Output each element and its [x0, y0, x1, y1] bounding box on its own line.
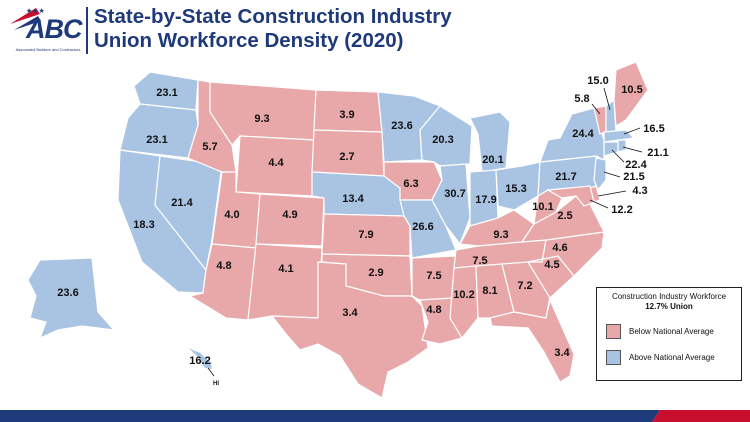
legend-swatch-above: [606, 350, 621, 365]
legend-title: Construction Industry Workforce: [611, 292, 727, 301]
value-label-mi: 20.1: [482, 154, 503, 166]
leader-line-vt: [591, 103, 601, 115]
leader-line-ct: [611, 149, 625, 163]
value-label-ct: 22.4: [625, 159, 647, 171]
leader-line-ri: [622, 146, 643, 153]
abc-logo-graphic: ★★★: [10, 7, 45, 30]
state-ri[interactable]: [617, 139, 627, 153]
title-line-1: State-by-State Construction Industry: [94, 5, 452, 28]
value-label-nc: 4.6: [552, 242, 567, 254]
state-ms[interactable]: [449, 265, 479, 340]
footer-red-band: [652, 410, 750, 422]
state-nj[interactable]: [593, 157, 607, 192]
state-tx[interactable]: [270, 261, 429, 399]
value-label-de: 4.3: [632, 185, 647, 197]
value-label-ca: 18.3: [133, 219, 154, 231]
value-label-va: 2.5: [557, 210, 572, 222]
value-label-hi: 16.2: [189, 355, 210, 367]
value-label-az: 4.8: [216, 260, 231, 272]
value-label-wa: 23.1: [156, 87, 177, 99]
title-divider: [86, 7, 88, 54]
state-fl[interactable]: [489, 298, 575, 383]
leader-lines: [207, 87, 643, 377]
logo-text: ABC: [26, 14, 82, 44]
logo-stripe-red: [10, 8, 40, 24]
legend-label-below: Below National Average: [629, 327, 714, 336]
value-label-md: 12.2: [611, 204, 632, 216]
value-label-nm: 4.1: [278, 263, 293, 275]
state-or[interactable]: [119, 103, 199, 159]
legend-row-below: Below National Average: [606, 324, 714, 339]
value-label-nd: 3.9: [339, 109, 354, 121]
value-label-me: 10.5: [621, 84, 642, 96]
logo-stars: ★★★: [26, 7, 45, 15]
hi-state-label: HI: [213, 381, 219, 387]
page-title: State-by-State Construction Industry Uni…: [94, 5, 452, 53]
footer-navy-band: [0, 410, 660, 422]
value-label-or: 23.1: [146, 134, 167, 146]
value-label-il: 30.7: [444, 188, 465, 200]
leader-line-nj: [603, 171, 621, 178]
value-label-sc: 4.5: [544, 259, 559, 271]
leader-line-md: [589, 199, 609, 209]
value-label-sd: 2.7: [339, 151, 354, 163]
value-label-pa: 21.7: [555, 171, 576, 183]
footer-bar: [0, 410, 750, 422]
value-label-mo: 26.6: [412, 221, 433, 233]
value-label-wy: 4.4: [268, 157, 284, 169]
value-label-wi: 20.3: [432, 134, 453, 146]
value-label-ma: 16.5: [643, 123, 664, 135]
state-hi[interactable]: [185, 345, 213, 371]
leader-line-ma: [623, 127, 641, 135]
value-label-id: 5.7: [202, 141, 217, 153]
leader-line-nh: [603, 87, 611, 111]
logo-subtitle: Associated Builders and Contractors: [15, 47, 81, 52]
logo-stripe-blue: [14, 16, 41, 30]
title-line-2: Union Workforce Density (2020): [94, 29, 404, 52]
abc-logo: ★★★ ABC Associated Builders and Contract…: [6, 4, 84, 56]
value-label-ga: 7.2: [517, 280, 532, 292]
state-ks[interactable]: [321, 213, 411, 257]
legend-swatch-below: [606, 324, 621, 339]
value-label-oh: 15.3: [505, 183, 526, 195]
state-md[interactable]: [546, 185, 595, 207]
value-label-ar: 7.5: [426, 270, 441, 282]
value-label-la: 4.8: [426, 304, 441, 316]
map-legend: Construction Industry Workforce 12.7% Un…: [596, 287, 742, 381]
value-label-ne: 13.4: [342, 193, 364, 205]
value-label-tx: 3.4: [342, 307, 358, 319]
leader-line-hi: [207, 367, 215, 377]
value-label-in: 17.9: [475, 194, 496, 206]
value-label-wv: 10.1: [532, 201, 553, 213]
state-me[interactable]: [613, 61, 649, 128]
value-label-al: 8.1: [482, 285, 497, 297]
value-label-ok: 2.9: [368, 267, 383, 279]
value-label-ut: 4.0: [224, 209, 239, 221]
value-label-tn: 7.5: [472, 255, 487, 267]
value-label-ms: 10.2: [453, 289, 474, 301]
value-label-ks: 7.9: [358, 229, 373, 241]
value-label-ky: 9.3: [493, 229, 508, 241]
value-label-fl: 3.4: [554, 347, 570, 359]
state-il[interactable]: [431, 163, 471, 246]
value-label-vt: 5.8: [574, 93, 589, 105]
state-label-layer: 23.1 23.1 18.3 21.4 5.7 9.3 4.4 4.0 4.9 …: [57, 75, 668, 387]
value-label-ri: 21.1: [647, 147, 668, 159]
leader-line-de: [597, 190, 627, 197]
legend-row-above: Above National Average: [606, 350, 715, 365]
value-label-co: 4.9: [282, 209, 297, 221]
value-label-nh: 15.0: [587, 75, 608, 87]
value-label-ia: 6.3: [403, 178, 418, 190]
legend-label-above: Above National Average: [629, 353, 715, 362]
state-nm[interactable]: [247, 243, 323, 321]
legend-subtitle: 12.7% Union: [645, 302, 693, 311]
value-label-mt: 9.3: [254, 113, 269, 125]
value-label-nv: 21.4: [171, 197, 193, 209]
value-label-nj: 21.5: [623, 171, 644, 183]
value-label-mn: 23.6: [391, 120, 412, 132]
state-ak[interactable]: [27, 257, 116, 340]
value-label-ny: 24.4: [572, 128, 594, 140]
value-label-ak: 23.6: [57, 287, 78, 299]
